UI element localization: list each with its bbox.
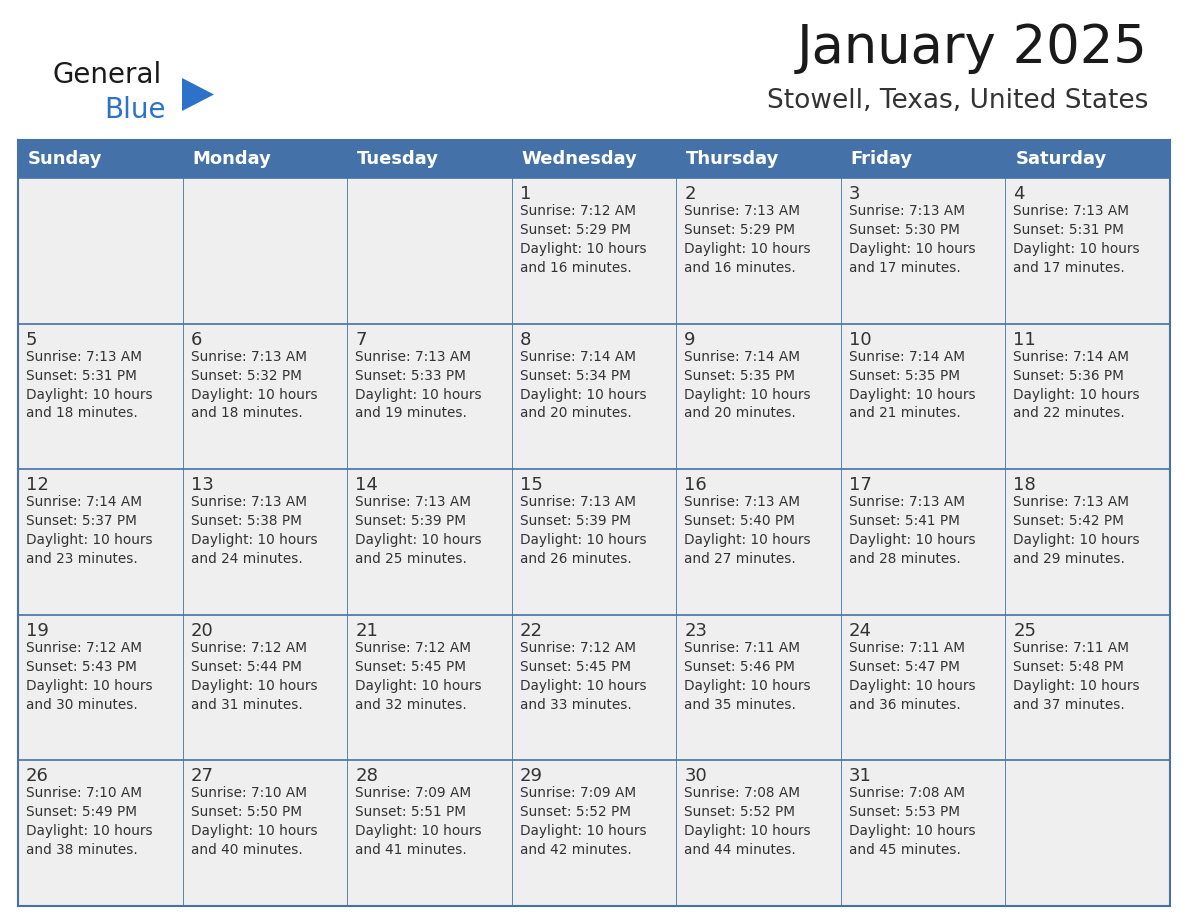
Text: 7: 7 (355, 330, 367, 349)
Text: Sunrise: 7:08 AM
Sunset: 5:53 PM
Daylight: 10 hours
and 45 minutes.: Sunrise: 7:08 AM Sunset: 5:53 PM Dayligh… (849, 787, 975, 857)
Text: Sunrise: 7:11 AM
Sunset: 5:48 PM
Daylight: 10 hours
and 37 minutes.: Sunrise: 7:11 AM Sunset: 5:48 PM Dayligh… (1013, 641, 1140, 711)
Text: 8: 8 (519, 330, 531, 349)
Text: Sunrise: 7:10 AM
Sunset: 5:50 PM
Daylight: 10 hours
and 40 minutes.: Sunrise: 7:10 AM Sunset: 5:50 PM Dayligh… (190, 787, 317, 857)
Text: 19: 19 (26, 621, 49, 640)
Text: Sunrise: 7:13 AM
Sunset: 5:40 PM
Daylight: 10 hours
and 27 minutes.: Sunrise: 7:13 AM Sunset: 5:40 PM Dayligh… (684, 495, 811, 566)
Text: 29: 29 (519, 767, 543, 786)
Text: 25: 25 (1013, 621, 1036, 640)
Text: Blue: Blue (105, 96, 165, 124)
Text: Monday: Monday (192, 150, 271, 168)
Text: Sunrise: 7:13 AM
Sunset: 5:31 PM
Daylight: 10 hours
and 17 minutes.: Sunrise: 7:13 AM Sunset: 5:31 PM Dayligh… (1013, 204, 1140, 274)
Text: 17: 17 (849, 476, 872, 494)
Text: Sunrise: 7:13 AM
Sunset: 5:33 PM
Daylight: 10 hours
and 19 minutes.: Sunrise: 7:13 AM Sunset: 5:33 PM Dayligh… (355, 350, 482, 420)
Text: 9: 9 (684, 330, 696, 349)
Text: 14: 14 (355, 476, 378, 494)
Bar (18, 140, 1170, 906)
Text: Tuesday: Tuesday (358, 150, 440, 168)
Text: Sunrise: 7:14 AM
Sunset: 5:36 PM
Daylight: 10 hours
and 22 minutes.: Sunrise: 7:14 AM Sunset: 5:36 PM Dayligh… (1013, 350, 1140, 420)
Text: Sunrise: 7:12 AM
Sunset: 5:45 PM
Daylight: 10 hours
and 32 minutes.: Sunrise: 7:12 AM Sunset: 5:45 PM Dayligh… (355, 641, 482, 711)
Text: Sunrise: 7:12 AM
Sunset: 5:29 PM
Daylight: 10 hours
and 16 minutes.: Sunrise: 7:12 AM Sunset: 5:29 PM Dayligh… (519, 204, 646, 274)
Text: 30: 30 (684, 767, 707, 786)
Text: Wednesday: Wednesday (522, 150, 638, 168)
Text: Sunrise: 7:13 AM
Sunset: 5:42 PM
Daylight: 10 hours
and 29 minutes.: Sunrise: 7:13 AM Sunset: 5:42 PM Dayligh… (1013, 495, 1140, 566)
Text: Sunrise: 7:13 AM
Sunset: 5:39 PM
Daylight: 10 hours
and 25 minutes.: Sunrise: 7:13 AM Sunset: 5:39 PM Dayligh… (355, 495, 482, 566)
Text: Sunrise: 7:14 AM
Sunset: 5:34 PM
Daylight: 10 hours
and 20 minutes.: Sunrise: 7:14 AM Sunset: 5:34 PM Dayligh… (519, 350, 646, 420)
Text: Stowell, Texas, United States: Stowell, Texas, United States (766, 88, 1148, 114)
Bar (18, 140, 1170, 178)
Text: Sunrise: 7:13 AM
Sunset: 5:38 PM
Daylight: 10 hours
and 24 minutes.: Sunrise: 7:13 AM Sunset: 5:38 PM Dayligh… (190, 495, 317, 566)
Text: 24: 24 (849, 621, 872, 640)
Text: January 2025: January 2025 (797, 22, 1148, 74)
Text: 11: 11 (1013, 330, 1036, 349)
Text: Sunrise: 7:10 AM
Sunset: 5:49 PM
Daylight: 10 hours
and 38 minutes.: Sunrise: 7:10 AM Sunset: 5:49 PM Dayligh… (26, 787, 152, 857)
Text: 23: 23 (684, 621, 707, 640)
Text: 22: 22 (519, 621, 543, 640)
Text: Sunrise: 7:14 AM
Sunset: 5:37 PM
Daylight: 10 hours
and 23 minutes.: Sunrise: 7:14 AM Sunset: 5:37 PM Dayligh… (26, 495, 152, 566)
Text: Sunrise: 7:13 AM
Sunset: 5:30 PM
Daylight: 10 hours
and 17 minutes.: Sunrise: 7:13 AM Sunset: 5:30 PM Dayligh… (849, 204, 975, 274)
Polygon shape (182, 78, 214, 111)
Text: Sunrise: 7:12 AM
Sunset: 5:43 PM
Daylight: 10 hours
and 30 minutes.: Sunrise: 7:12 AM Sunset: 5:43 PM Dayligh… (26, 641, 152, 711)
Text: Thursday: Thursday (687, 150, 779, 168)
Text: General: General (52, 61, 162, 89)
Text: 13: 13 (190, 476, 214, 494)
Text: 28: 28 (355, 767, 378, 786)
Text: 3: 3 (849, 185, 860, 203)
Text: 12: 12 (26, 476, 49, 494)
Text: Sunrise: 7:13 AM
Sunset: 5:32 PM
Daylight: 10 hours
and 18 minutes.: Sunrise: 7:13 AM Sunset: 5:32 PM Dayligh… (190, 350, 317, 420)
Text: 10: 10 (849, 330, 872, 349)
Text: 1: 1 (519, 185, 531, 203)
Text: Sunrise: 7:13 AM
Sunset: 5:41 PM
Daylight: 10 hours
and 28 minutes.: Sunrise: 7:13 AM Sunset: 5:41 PM Dayligh… (849, 495, 975, 566)
Text: 21: 21 (355, 621, 378, 640)
Text: 16: 16 (684, 476, 707, 494)
Text: 26: 26 (26, 767, 49, 786)
Text: 31: 31 (849, 767, 872, 786)
Text: 27: 27 (190, 767, 214, 786)
Text: Sunrise: 7:09 AM
Sunset: 5:51 PM
Daylight: 10 hours
and 41 minutes.: Sunrise: 7:09 AM Sunset: 5:51 PM Dayligh… (355, 787, 482, 857)
Text: Sunrise: 7:13 AM
Sunset: 5:29 PM
Daylight: 10 hours
and 16 minutes.: Sunrise: 7:13 AM Sunset: 5:29 PM Dayligh… (684, 204, 811, 274)
Text: Sunrise: 7:14 AM
Sunset: 5:35 PM
Daylight: 10 hours
and 21 minutes.: Sunrise: 7:14 AM Sunset: 5:35 PM Dayligh… (849, 350, 975, 420)
Text: Sunday: Sunday (29, 150, 102, 168)
Text: Sunrise: 7:14 AM
Sunset: 5:35 PM
Daylight: 10 hours
and 20 minutes.: Sunrise: 7:14 AM Sunset: 5:35 PM Dayligh… (684, 350, 811, 420)
Text: 20: 20 (190, 621, 214, 640)
Text: Saturday: Saturday (1016, 150, 1107, 168)
Text: Sunrise: 7:12 AM
Sunset: 5:44 PM
Daylight: 10 hours
and 31 minutes.: Sunrise: 7:12 AM Sunset: 5:44 PM Dayligh… (190, 641, 317, 711)
Text: 4: 4 (1013, 185, 1025, 203)
Text: Sunrise: 7:13 AM
Sunset: 5:39 PM
Daylight: 10 hours
and 26 minutes.: Sunrise: 7:13 AM Sunset: 5:39 PM Dayligh… (519, 495, 646, 566)
Text: Sunrise: 7:08 AM
Sunset: 5:52 PM
Daylight: 10 hours
and 44 minutes.: Sunrise: 7:08 AM Sunset: 5:52 PM Dayligh… (684, 787, 811, 857)
Text: 15: 15 (519, 476, 543, 494)
Text: Sunrise: 7:09 AM
Sunset: 5:52 PM
Daylight: 10 hours
and 42 minutes.: Sunrise: 7:09 AM Sunset: 5:52 PM Dayligh… (519, 787, 646, 857)
Text: Sunrise: 7:13 AM
Sunset: 5:31 PM
Daylight: 10 hours
and 18 minutes.: Sunrise: 7:13 AM Sunset: 5:31 PM Dayligh… (26, 350, 152, 420)
Text: Sunrise: 7:11 AM
Sunset: 5:47 PM
Daylight: 10 hours
and 36 minutes.: Sunrise: 7:11 AM Sunset: 5:47 PM Dayligh… (849, 641, 975, 711)
Text: 2: 2 (684, 185, 696, 203)
Text: Friday: Friday (851, 150, 914, 168)
Text: 18: 18 (1013, 476, 1036, 494)
Text: 5: 5 (26, 330, 38, 349)
Text: Sunrise: 7:12 AM
Sunset: 5:45 PM
Daylight: 10 hours
and 33 minutes.: Sunrise: 7:12 AM Sunset: 5:45 PM Dayligh… (519, 641, 646, 711)
Text: Sunrise: 7:11 AM
Sunset: 5:46 PM
Daylight: 10 hours
and 35 minutes.: Sunrise: 7:11 AM Sunset: 5:46 PM Dayligh… (684, 641, 811, 711)
Text: 6: 6 (190, 330, 202, 349)
